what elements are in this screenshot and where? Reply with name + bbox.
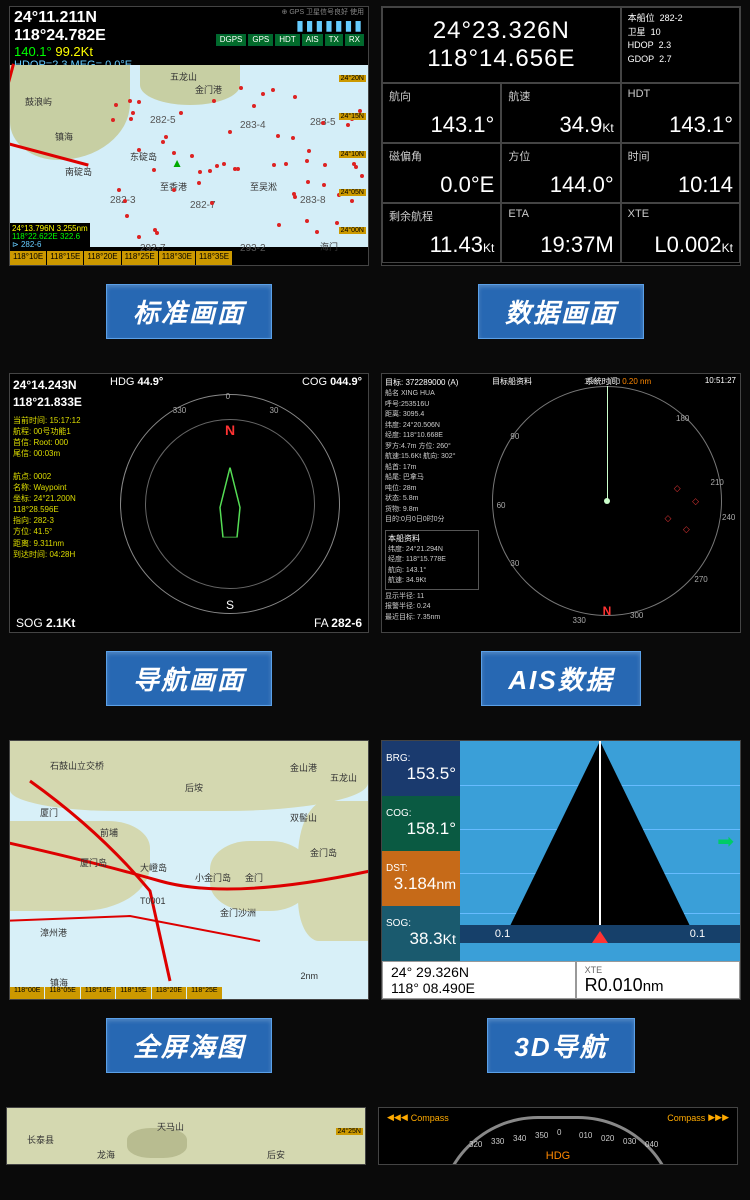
p1-map-area[interactable]: ▲ 282-5283-4283-5282-3282-7283-8293-2292… (10, 65, 368, 247)
p1-header: 24°11.211N 118°24.782E 140.1° 99.2Kt HDO… (10, 7, 368, 65)
p1-status: ⊕ GPS 卫星信号良好 使用 ▮▮▮▮▮▮▮ DGPSGPSHDTAISTXR… (216, 9, 364, 63)
data-cell: 磁偏角0.0°E (382, 143, 501, 203)
p6-3d-view: ➡ 0.1 0.1 (460, 741, 740, 961)
compass-left-icon: ◀◀◀ Compass (387, 1112, 449, 1123)
data-cell: HDT143.1° (621, 83, 740, 143)
data-cell: 航向143.1° (382, 83, 501, 143)
data-cell: ETA19:37M (501, 203, 620, 263)
p4-sidebar: 目标: 372289000 (A) 船名 XING HUA呼号:253516U距… (382, 374, 482, 632)
panel-3d-nav: BRG:153.5° COG:158.1° DST:3.184nm SOG:38… (381, 740, 741, 1000)
status-box: DGPS (216, 34, 247, 46)
data-cell: XTEL0.002Kt (621, 203, 740, 263)
p2-position: 24°23.326N118°14.656E (382, 7, 621, 83)
p4-radar: N ◇ ◇ ◇ ◇ 120150180210240270300330306090 (492, 386, 722, 616)
label-3dnav: 3D导航 (487, 1018, 634, 1073)
p6-sidebar: BRG:153.5° COG:158.1° DST:3.184nm SOG:38… (382, 741, 460, 961)
panel-navigation: 24°14.243N 118°21.833E 当前时间: 15:17:12航程:… (9, 373, 369, 633)
label-ais: AIS数据 (481, 651, 640, 706)
status-box: HDT (275, 34, 299, 46)
data-cell: 方位144.0° (501, 143, 620, 203)
label-fullchart: 全屏海图 (106, 1018, 272, 1073)
p1-heading: 140.1° (14, 44, 52, 59)
panel-ais: 目标船资料 系统时间: 0.20 nm 10:51:27 目标: 3722890… (381, 373, 741, 633)
label-nav: 导航画面 (106, 651, 272, 706)
p1-lon: 118°24.782E (14, 27, 132, 45)
status-box: TX (325, 34, 343, 46)
compass-right-icon: Compass ▶▶▶ (667, 1112, 729, 1123)
panel-full-chart[interactable]: 石鼓山立交桥厦门前埔厦门岛镇海金门金门岛金山港五龙山双髻山小金门岛金门沙洲漳州港… (9, 740, 369, 1000)
p6-bottom-bar: 24° 29.326N118° 08.490E XTE R0.010nm (382, 961, 740, 999)
panel-data-screen: 24°23.326N118°14.656E 本船位 282-2卫星 10HDOP… (381, 6, 741, 266)
data-cell: 航速34.9Kt (501, 83, 620, 143)
label-standard: 标准画面 (106, 284, 272, 339)
p1-info-box: 24°13.796N 3.255nm 118°22.622E 322.6 ⊳ 2… (10, 223, 90, 251)
p1-lat: 24°11.211N (14, 9, 132, 27)
label-data: 数据画面 (478, 284, 644, 339)
status-box: AIS (302, 34, 323, 46)
status-box: RX (345, 34, 364, 46)
panel-standard-chart: 24°11.211N 118°24.782E 140.1° 99.2Kt HDO… (9, 6, 369, 266)
compass-ship-icon (215, 468, 245, 541)
p3-bottom-bar: SOG 2.1Kt FA 282-6 (10, 614, 368, 632)
p3-compass: N S 0 30 330 (120, 394, 340, 614)
p5-lon-scale: 118°00E118°05E118°10E118°15E118°20E118°2… (10, 987, 368, 999)
status-box: GPS (248, 34, 273, 46)
p1-lon-scale: 118°10E118°15E118°20E118°25E118°30E118°3… (10, 251, 368, 265)
p2-status-box: 本船位 282-2卫星 10HDOP 2.3GDOP 2.7 (621, 7, 740, 83)
arrow-right-icon: ➡ (717, 829, 734, 854)
p3-sidebar: 24°14.243N 118°21.833E 当前时间: 15:17:12航程:… (10, 374, 105, 614)
p1-speed: 99.2 (55, 44, 80, 59)
data-cell: 剩余航程11.43Kt (382, 203, 501, 263)
panel-7-partial: 长泰县天马山龙海后安 24°25N (6, 1107, 366, 1165)
data-cell: 时间10:14 (621, 143, 740, 203)
marker-icon (592, 931, 608, 943)
panel-8-partial: ◀◀◀ Compass Compass ▶▶▶ 3203303403500010… (378, 1107, 738, 1165)
